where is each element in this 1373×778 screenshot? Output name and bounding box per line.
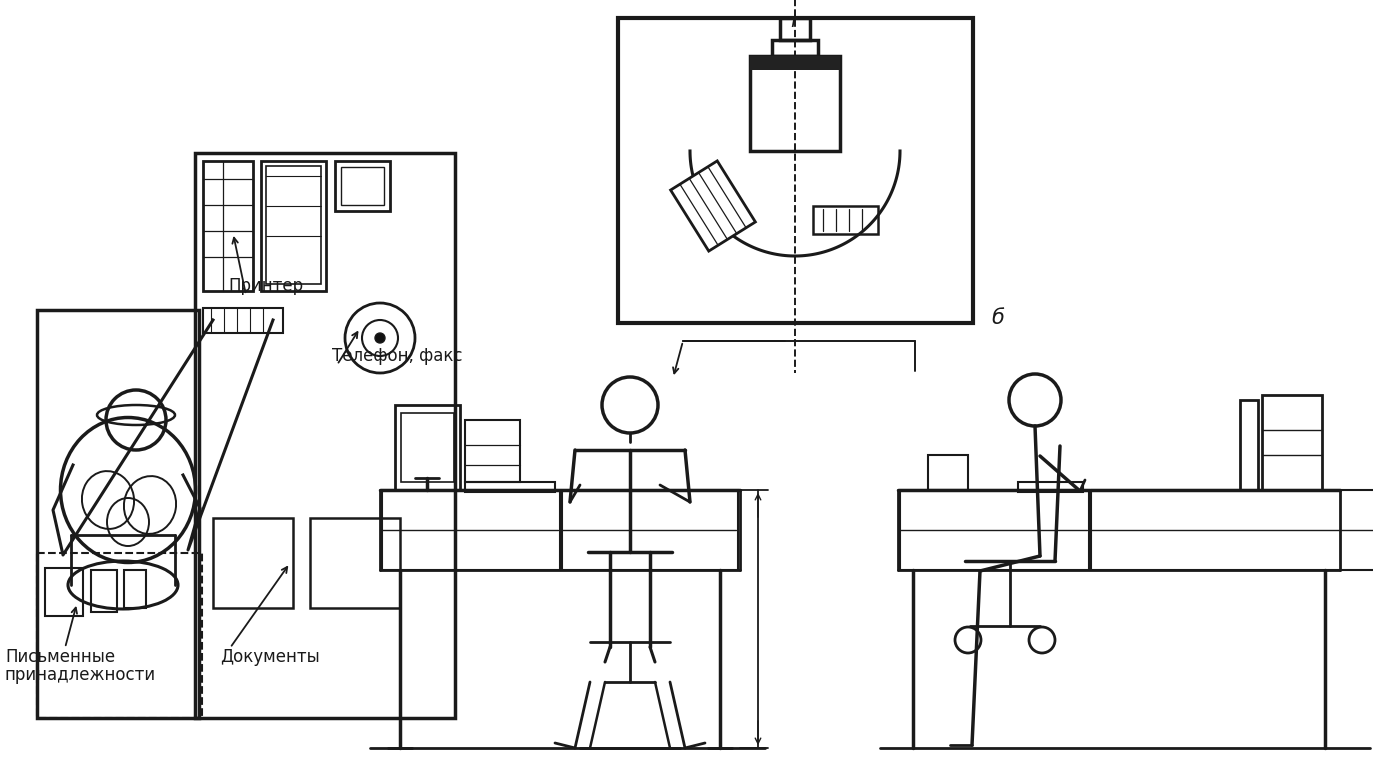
Bar [750,56,840,151]
Bar [1262,395,1322,490]
Text: Телефон, факс: Телефон, факс [332,347,463,365]
Text: б: б [991,308,1004,328]
Bar [37,310,199,718]
Bar [562,490,739,570]
Bar [465,420,520,482]
Bar [213,518,292,608]
Bar [124,570,146,608]
Bar [750,56,840,70]
Bar [266,166,321,284]
Bar [780,18,810,40]
Bar [335,161,390,211]
Polygon shape [670,161,755,251]
Circle shape [375,333,384,343]
Bar [203,308,283,333]
Bar [1240,400,1258,490]
Bar [465,482,555,492]
Bar [395,405,460,490]
Bar [195,153,454,718]
Bar [899,490,1089,570]
Bar [37,553,202,718]
Bar [261,161,325,291]
Text: Письменные: Письменные [5,648,115,666]
Text: г: г [789,12,800,31]
Bar [310,518,400,608]
Bar [382,490,560,570]
Bar [1092,490,1373,570]
Bar [341,167,384,205]
Text: Документы: Документы [220,648,320,666]
Bar [203,161,253,291]
Bar [91,570,117,612]
Bar [1017,482,1083,492]
Bar [45,568,82,616]
Bar [401,413,454,482]
Bar [772,40,818,56]
Bar [813,206,877,234]
Text: принадлежности: принадлежности [5,666,157,684]
Bar [618,18,973,323]
Bar [928,455,968,490]
Text: Принтер: Принтер [228,277,303,295]
